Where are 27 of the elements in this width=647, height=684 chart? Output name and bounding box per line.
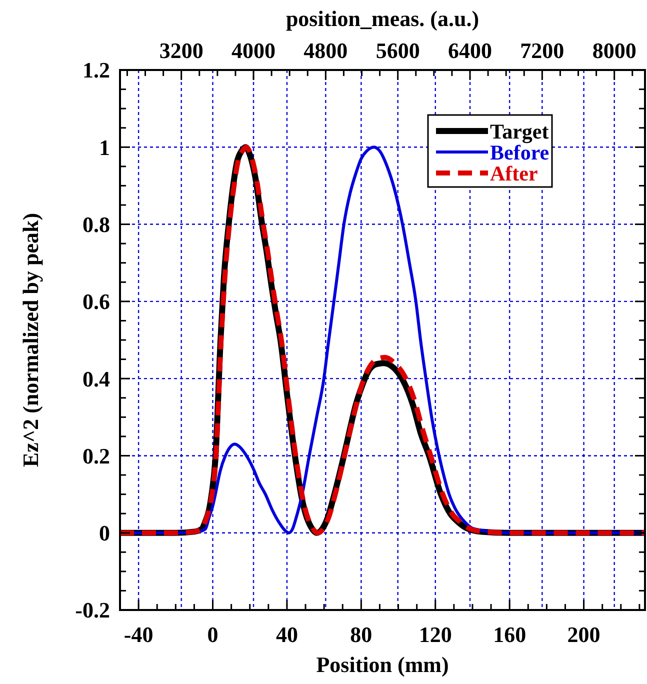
y-tick-label: 0.6 [82,289,110,314]
x-tick-label: 120 [418,622,452,647]
y-axis-title: Ez^2 (normalized by peak) [18,212,43,468]
x2-tick-label: 4000 [232,38,276,63]
y-tick-label: 1.2 [82,58,110,83]
y-tick-label: 0.4 [82,366,110,392]
x-tick-label: 160 [493,622,526,647]
x2-tick-label: 5600 [376,38,420,63]
legend-label: Target [490,119,549,144]
y-tick-label: 0.8 [82,212,110,237]
x-tick-label: 40 [276,622,298,647]
x-tick-label: 200 [567,622,600,647]
x2-tick-label: 3200 [159,38,204,63]
x2-tick-label: 8000 [592,38,636,63]
y-tick-label: 0.2 [82,443,110,468]
x-tick-label: 0 [207,622,218,647]
x2-axis-title: position_meas. (a.u.) [286,6,480,31]
y-tick-label: 0 [99,520,110,546]
y-tick-label: -0.2 [75,598,110,623]
legend-label: After [490,161,538,186]
x-tick-label: -40 [124,622,154,647]
x-axis-title: Position (mm) [316,652,449,677]
x2-tick-label: 7200 [520,38,564,63]
x2-tick-label: 4800 [304,38,348,63]
x-tick-label: 80 [350,622,372,647]
y-tick-label: 1 [99,134,110,160]
x2-tick-label: 6400 [448,38,492,63]
